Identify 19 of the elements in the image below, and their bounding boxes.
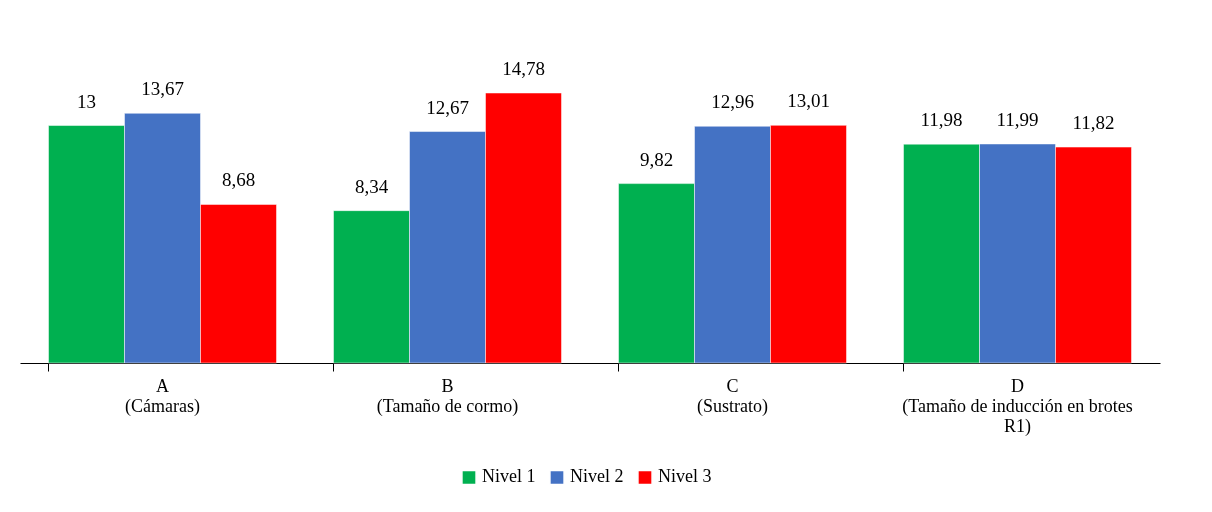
x-tick-label: B (Tamaño de cormo)	[376, 375, 519, 417]
data-label: 9,82	[639, 148, 674, 170]
legend-label: Nivel 1	[482, 466, 536, 487]
x-tick-label: C (Sustrato)	[697, 375, 768, 417]
data-label: 12,96	[711, 91, 754, 113]
legend-label: Nivel 2	[570, 466, 624, 487]
data-label: 13	[77, 90, 96, 112]
data-label: 13,67	[141, 78, 184, 100]
data-label: 8,34	[354, 175, 389, 197]
data-label: 11,99	[996, 108, 1039, 130]
data-label: 12,67	[426, 96, 469, 118]
data-label: 11,82	[1072, 112, 1115, 134]
legend-label: Nivel 3	[658, 466, 712, 487]
x-tick-label: A (Cámaras)	[125, 375, 200, 417]
x-tick-label: D (Tamaño de inducción en brotes R1)	[902, 375, 1133, 437]
data-label: 8,68	[221, 169, 256, 191]
data-label: 13,01	[787, 90, 830, 112]
data-label: 11,98	[920, 109, 963, 131]
data-label: 14,78	[502, 58, 545, 79]
